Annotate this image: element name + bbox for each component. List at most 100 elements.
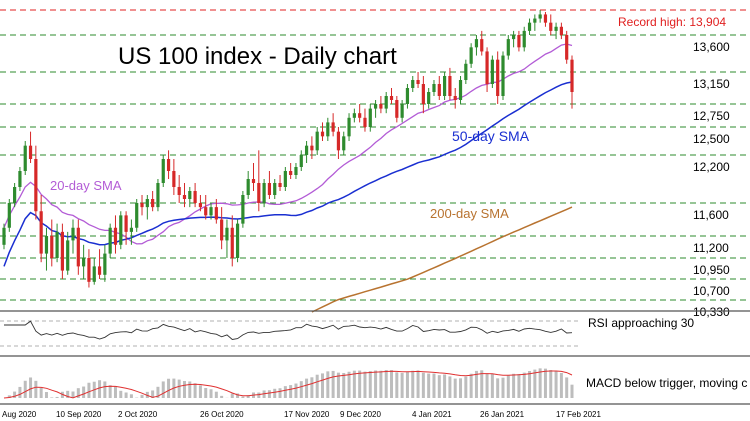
candle-body (13, 187, 17, 203)
candle-body (39, 211, 43, 254)
macd-bar (204, 387, 208, 398)
candle-body (278, 183, 282, 187)
macd-bar (299, 381, 303, 398)
price-text-layer: US 100 index - Daily chart 20-day SMA 50… (50, 43, 530, 221)
candle-body (458, 80, 463, 100)
macd-bar (50, 397, 54, 398)
candle-body (204, 207, 208, 216)
x-tick-label: 26 Oct 2020 (200, 410, 244, 419)
candle-body (310, 145, 314, 151)
macd-bar (405, 372, 409, 398)
macd-bar (283, 386, 287, 398)
macd-bar (34, 380, 38, 398)
candle-body (283, 171, 287, 187)
candle-body (18, 171, 22, 187)
macd-bar (522, 372, 526, 398)
panel-separators (0, 310, 750, 405)
macd-bar (570, 384, 574, 398)
macd-bar (480, 370, 484, 398)
x-tick-label: Aug 2020 (2, 410, 37, 419)
macd-bar (188, 381, 192, 398)
candle-body (400, 104, 404, 118)
macd-bar (230, 393, 234, 398)
macd-bar (103, 381, 107, 398)
macd-bar (464, 376, 468, 398)
macd-bar (119, 390, 123, 398)
macd-bar (336, 372, 340, 398)
candle-body (262, 183, 266, 203)
macd-bar (55, 396, 59, 398)
candle-body (347, 117, 351, 137)
macd-bar (427, 373, 431, 398)
macd-bar (18, 386, 22, 398)
candle-body (315, 131, 319, 151)
candle-body (405, 88, 410, 104)
candle-body (60, 231, 64, 271)
candle-body (119, 215, 123, 245)
candle-body (172, 171, 176, 187)
level-label: 13,150 (693, 77, 730, 91)
candle-body (108, 227, 112, 254)
macd-bar (220, 395, 224, 398)
candle-body (97, 266, 102, 275)
level-label: 11,600 (693, 208, 729, 222)
macd-bar (151, 390, 155, 398)
macd-bar (129, 394, 133, 398)
candle-body (267, 183, 272, 195)
x-tick-label: 26 Jan 2021 (480, 410, 525, 419)
candle-body (225, 227, 229, 241)
candle-body (188, 191, 192, 199)
candle-body (559, 26, 563, 35)
macd-bar (421, 372, 425, 398)
macd-bar (13, 391, 17, 398)
x-tick-label: 2 Oct 2020 (118, 410, 158, 419)
macd-bar (241, 396, 245, 398)
macd-bar (267, 390, 271, 398)
candle-body (384, 96, 388, 109)
candle-body (506, 39, 510, 56)
macd-bar (559, 372, 563, 398)
macd-bar (278, 388, 282, 398)
candle-body (543, 14, 548, 23)
candle-body (522, 30, 526, 48)
candle-body (2, 227, 6, 245)
x-axis: Aug 2020 10 Sep 2020 2 Oct 2020 26 Oct 2020… (2, 410, 601, 419)
level-label: 12,200 (693, 160, 730, 174)
macd-bar (533, 369, 537, 398)
macd-bar (538, 368, 542, 398)
candle-body (251, 179, 256, 183)
macd-bar (294, 383, 298, 398)
macd-bar (289, 385, 293, 398)
candle-body (538, 14, 542, 19)
macd-bar (23, 380, 27, 398)
sma20-line (3, 43, 573, 245)
candle-body (565, 35, 569, 60)
macd-bar (209, 389, 213, 398)
macd-bar (236, 393, 240, 398)
candle-body (304, 145, 309, 155)
sma200-line (311, 206, 573, 313)
macd-bar (347, 371, 351, 398)
candle-body (527, 22, 532, 31)
candle-body (490, 59, 494, 84)
macd-bar (305, 378, 309, 398)
macd-bar (315, 374, 319, 398)
candle-body (124, 215, 128, 232)
macd-bar (358, 370, 362, 398)
macd-bar (554, 371, 558, 398)
macd-bar (496, 378, 500, 398)
rsi-panel: RSI approaching 30 (0, 316, 694, 347)
candle-body (76, 227, 80, 267)
rsi-caption: RSI approaching 30 (588, 316, 694, 330)
macd-bar (437, 375, 441, 398)
candle-body (135, 203, 139, 228)
macd-bar (257, 392, 261, 398)
macd-bar (443, 374, 447, 398)
macd-caption: MACD below trigger, moving c (586, 376, 747, 390)
macd-bar (549, 370, 553, 398)
candle-body (485, 51, 489, 84)
macd-bar (177, 379, 181, 398)
macd-bar (262, 390, 266, 398)
macd-bar (379, 370, 383, 398)
x-tick-label: 17 Nov 2020 (284, 410, 330, 419)
